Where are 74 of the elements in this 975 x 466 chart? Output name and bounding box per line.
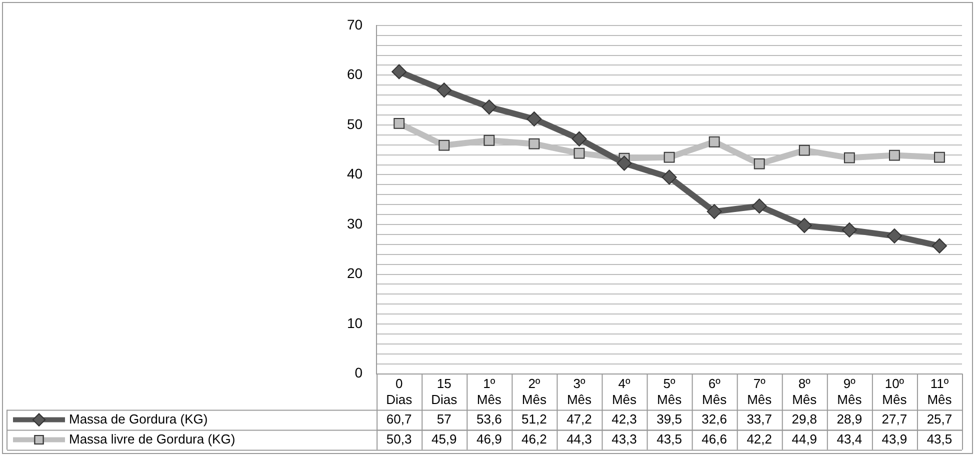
point <box>798 144 810 156</box>
y-tick-label: 40 <box>346 166 363 182</box>
y-tick-label: 50 <box>346 116 363 132</box>
x-tick-label: 6º Mês <box>702 376 728 407</box>
data-label: 50,3 <box>386 431 412 446</box>
x-tick-label: 2º Mês <box>522 376 547 407</box>
data-label: 39,5 <box>656 411 682 426</box>
point <box>752 198 767 214</box>
y-tick-label: 0 <box>354 364 363 381</box>
point <box>889 150 900 161</box>
data-label: 43,5 <box>656 431 682 446</box>
data-label: 44,9 <box>792 431 818 446</box>
x-tick-label: 3º Mês <box>566 376 592 407</box>
y-tick-label: 70 <box>346 16 363 32</box>
point <box>662 170 677 185</box>
data-label: 60,7 <box>386 411 412 426</box>
y-tick-label: 20 <box>346 265 363 282</box>
data-label: 43,9 <box>882 431 908 446</box>
legend-label: Massa livre de Gordura (KG) <box>69 431 236 446</box>
point <box>436 82 452 98</box>
y-tick-label: 10 <box>346 314 363 331</box>
point <box>842 222 857 238</box>
point <box>526 111 542 126</box>
data-label: 47,2 <box>566 411 592 426</box>
x-tick-label: 15 Dias <box>431 376 458 407</box>
point <box>574 148 585 159</box>
point <box>706 204 722 220</box>
point <box>754 158 765 170</box>
x-tick-label: 1º Mês <box>476 376 502 407</box>
x-tick-label: 7º Mês <box>747 376 772 407</box>
x-tick-label: 8º Mês <box>792 376 818 407</box>
x-tick-label: 9º Mês <box>837 376 862 407</box>
point <box>484 134 495 146</box>
data-label: 51,2 <box>522 411 547 426</box>
data-label: 46,2 <box>522 431 547 446</box>
point <box>438 140 450 151</box>
data-label: 42,3 <box>612 411 637 426</box>
x-tick-label: 4º Mês <box>612 376 638 407</box>
data-label: 28,9 <box>836 411 862 426</box>
point <box>932 238 947 254</box>
point <box>886 228 902 244</box>
data-label: 46,6 <box>702 431 727 446</box>
y-tick-label: 60 <box>346 66 363 82</box>
point <box>934 152 945 163</box>
data-label: 27,7 <box>882 411 908 426</box>
y-tick-label: 30 <box>346 215 363 232</box>
point <box>394 118 405 129</box>
point <box>572 131 587 146</box>
x-tick-label: 10º Mês <box>882 376 908 407</box>
data-label: 53,6 <box>476 411 502 426</box>
point <box>708 136 720 148</box>
x-tick-label: 0 Dias <box>386 376 413 407</box>
legend-label: Massa de Gordura (KG) <box>69 411 208 426</box>
data-label: 25,7 <box>926 411 952 426</box>
data-label: 43,5 <box>926 431 952 446</box>
data-label: 57 <box>436 411 452 426</box>
x-tick-label: 11º Mês <box>927 376 952 407</box>
x-tick-label: 5º Mês <box>657 376 682 407</box>
data-label: 43,3 <box>612 431 637 446</box>
point <box>392 64 407 80</box>
data-label: 46,9 <box>476 431 502 446</box>
point <box>796 218 812 233</box>
data-label: 42,2 <box>746 431 772 446</box>
point <box>528 138 540 150</box>
point <box>664 152 675 163</box>
point <box>482 100 497 115</box>
data-label: 29,8 <box>792 411 818 426</box>
data-label: 45,9 <box>431 431 457 446</box>
point <box>616 156 632 171</box>
point <box>844 152 855 164</box>
data-label: 44,3 <box>566 431 592 446</box>
data-label: 33,7 <box>746 411 772 426</box>
data-label: 43,4 <box>836 431 862 446</box>
data-label: 32,6 <box>702 411 727 426</box>
